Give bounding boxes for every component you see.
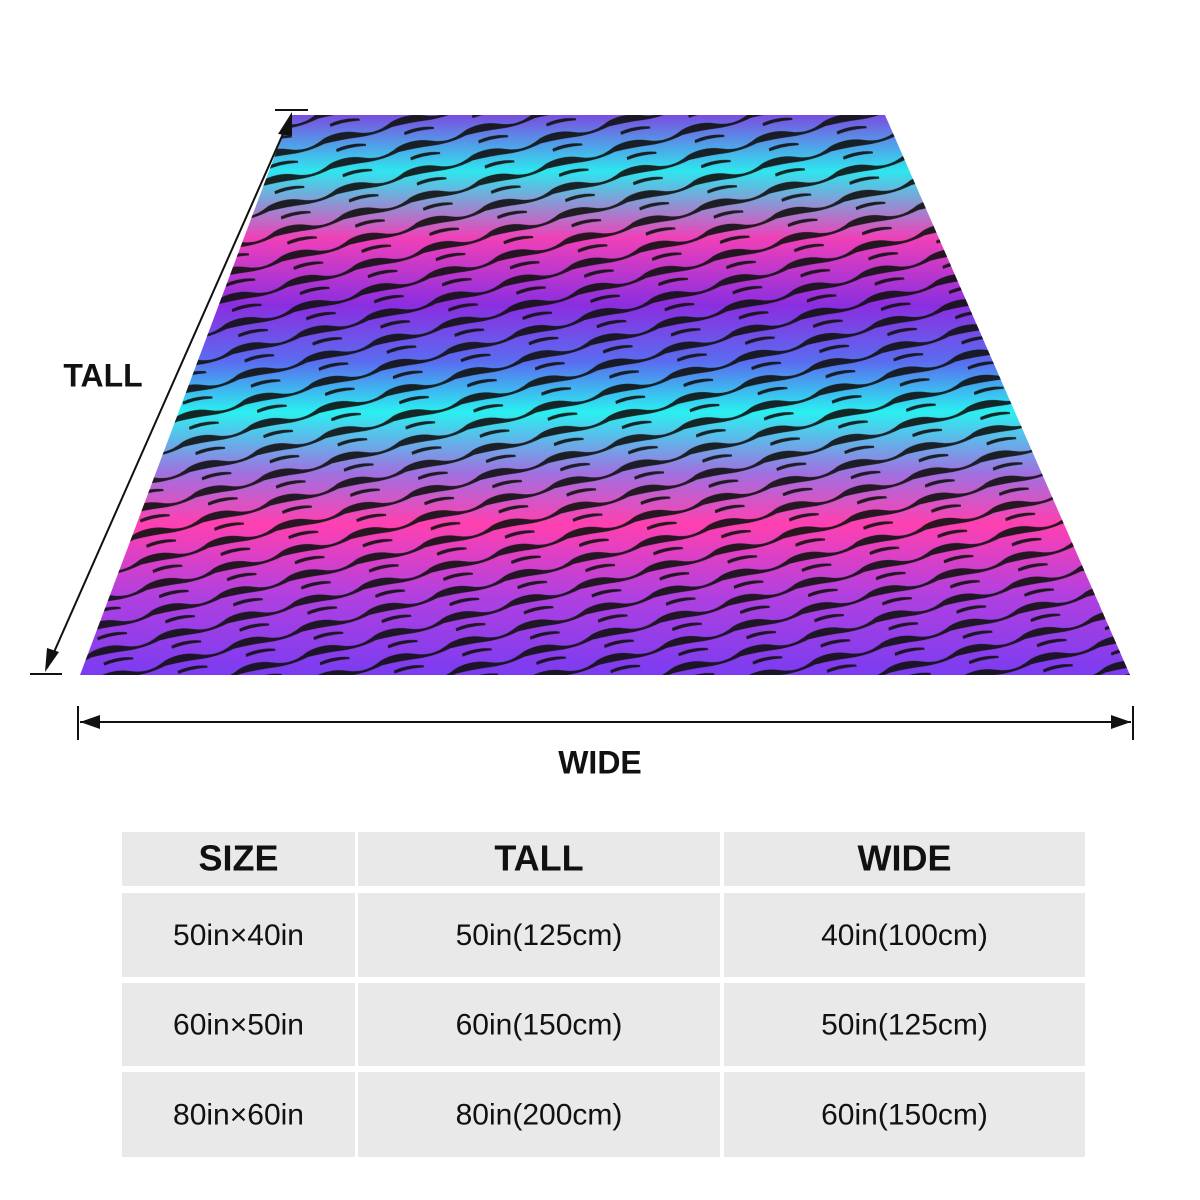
cell-text: 60in×50in (173, 1008, 304, 1041)
header-cell-text: WIDE (858, 838, 952, 879)
table-cell (358, 832, 720, 886)
table-cell (724, 832, 1085, 886)
cell-text: 50in×40in (173, 919, 304, 952)
table-cell (122, 1072, 355, 1157)
table-cell (122, 832, 355, 886)
blanket (80, 115, 1130, 675)
tall-label: TALL (63, 357, 142, 393)
table-cell (724, 1072, 1085, 1157)
tall-arrow (30, 109, 308, 675)
size-table: SIZE TALL WIDE 50in×40in 50in(125cm) 40in(100… (122, 832, 1085, 1157)
cell-text: 50in(125cm) (456, 919, 623, 952)
table-cell (122, 983, 355, 1066)
cell-text: 80in(200cm) (456, 1098, 623, 1131)
header-cell-text: SIZE (198, 838, 278, 879)
table-cell (358, 1072, 720, 1157)
header-cell-text: TALL (494, 838, 583, 879)
wide-label: WIDE (558, 744, 642, 780)
table-cell (358, 893, 720, 977)
cell-text: 80in×60in (173, 1098, 304, 1131)
cell-text: 50in(125cm) (821, 1008, 988, 1041)
cell-text: 60in(150cm) (456, 1008, 623, 1041)
wide-arrow (77, 706, 1134, 740)
cell-text: 40in(100cm) (821, 919, 988, 952)
cell-text: 60in(150cm) (821, 1098, 988, 1131)
table-cell (122, 893, 355, 977)
table-cell (724, 983, 1085, 1066)
table-cell (358, 983, 720, 1066)
zebra-stripes (80, 115, 1130, 675)
table-cell (724, 893, 1085, 977)
